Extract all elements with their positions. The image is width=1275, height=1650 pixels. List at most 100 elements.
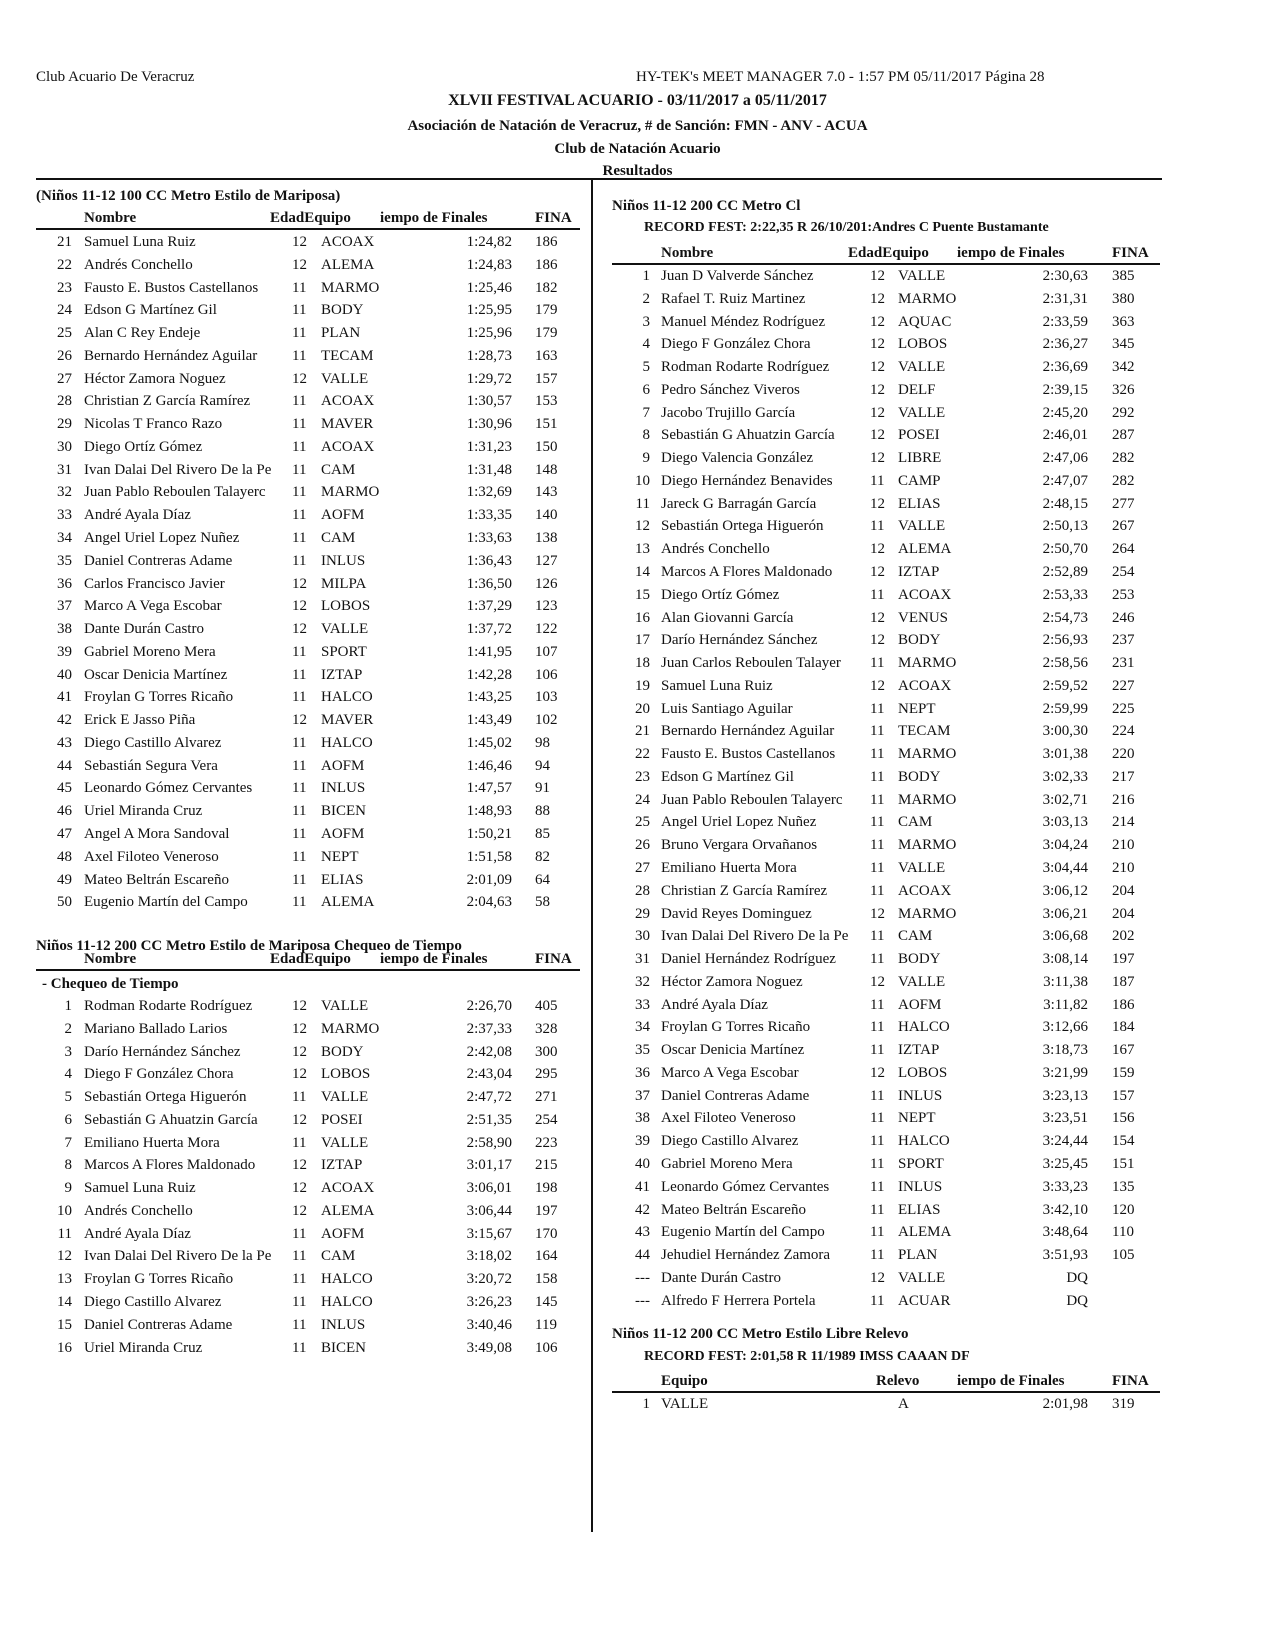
place: 42 bbox=[57, 712, 72, 729]
age: 12 bbox=[292, 1180, 307, 1197]
swimmer-name: Leonardo Gómez Cervantes bbox=[84, 780, 253, 797]
swimmer-name: Froylan G Torres Ricaño bbox=[84, 689, 234, 706]
fina-points: 186 bbox=[1112, 996, 1135, 1013]
team: INLUS bbox=[321, 552, 366, 569]
fina-points: 151 bbox=[535, 416, 558, 433]
place: 37 bbox=[635, 1087, 650, 1104]
place: 50 bbox=[57, 894, 72, 911]
swimmer-name: Axel Filoteo Veneroso bbox=[84, 848, 219, 865]
column-header-age-team: EdadEquipo bbox=[270, 951, 351, 967]
final-time: 3:26,23 bbox=[466, 1294, 512, 1310]
fina-points: 198 bbox=[535, 1180, 558, 1197]
place: 42 bbox=[635, 1201, 650, 1218]
fina-points: 145 bbox=[535, 1294, 558, 1310]
team: VALLE bbox=[321, 998, 369, 1014]
swimmer-name: Andrés Conchello bbox=[84, 1202, 193, 1219]
place: 1 bbox=[64, 998, 73, 1014]
final-time: 3:06,01 bbox=[466, 1180, 512, 1197]
final-time: 3:00,30 bbox=[1042, 723, 1088, 740]
fina-points: 254 bbox=[1112, 564, 1135, 580]
column-header-name: Nombre bbox=[661, 245, 714, 261]
final-time: DQ bbox=[1066, 1292, 1088, 1309]
team: MILPA bbox=[321, 575, 367, 592]
final-time: 1:25,96 bbox=[466, 325, 512, 342]
age: 12 bbox=[870, 359, 885, 376]
team: AOFM bbox=[321, 1225, 365, 1242]
swimmer-name: Marcos A Flores Maldonado bbox=[661, 564, 833, 580]
swimmer-name: Rafael T. Ruiz Martinez bbox=[661, 290, 806, 307]
final-time: 3:06,21 bbox=[1042, 905, 1088, 922]
place: 2 bbox=[64, 1020, 73, 1037]
final-time: 1:29,72 bbox=[466, 370, 512, 387]
team: BODY bbox=[898, 632, 941, 649]
swimmer-name: Eugenio Martín del Campo bbox=[661, 1224, 825, 1241]
age: 11 bbox=[870, 1110, 885, 1127]
final-time: 3:11,38 bbox=[1043, 973, 1088, 990]
swimmer-name: Froylan G Torres Ricaño bbox=[661, 1019, 811, 1036]
age: 11 bbox=[870, 791, 885, 808]
final-time: 3:11,82 bbox=[1043, 996, 1088, 1013]
swimmer-name: Alfredo F Herrera Portela bbox=[661, 1292, 816, 1309]
age: 12 bbox=[870, 541, 885, 558]
team: NEPT bbox=[898, 1110, 936, 1127]
swimmer-name: Ivan Dalai Del Rivero De la Pe bbox=[84, 1248, 272, 1265]
team: BICEN bbox=[321, 803, 366, 820]
team: POSEI bbox=[898, 427, 940, 444]
place: 25 bbox=[57, 325, 72, 342]
team: VALLE bbox=[321, 621, 369, 638]
team: BODY bbox=[898, 768, 941, 785]
record-line: RECORD FEST: 2:01,58 R 11/1989 IMSS CAAA… bbox=[644, 1349, 970, 1364]
place: 46 bbox=[57, 803, 72, 820]
swimmer-name: Axel Filoteo Veneroso bbox=[661, 1110, 796, 1127]
final-time: 2:59,99 bbox=[1042, 700, 1088, 717]
team: CAM bbox=[898, 928, 933, 945]
fina-points: 254 bbox=[535, 1111, 558, 1128]
team: MARMO bbox=[898, 290, 957, 307]
final-time: 3:04,24 bbox=[1042, 837, 1088, 854]
final-time: 1:47,57 bbox=[466, 780, 512, 797]
final-time: 2:04,63 bbox=[466, 894, 512, 911]
fina-points: 106 bbox=[535, 1339, 558, 1356]
swimmer-name: Samuel Luna Ruiz bbox=[661, 677, 773, 694]
fina-points: 287 bbox=[1112, 427, 1135, 444]
place: 18 bbox=[635, 655, 650, 672]
final-time: 1:42,28 bbox=[466, 666, 512, 683]
place: 15 bbox=[635, 586, 650, 603]
team: LIBRE bbox=[898, 450, 942, 467]
age: 12 bbox=[292, 1157, 307, 1174]
team: ACOAX bbox=[321, 438, 375, 455]
final-time: 3:18,02 bbox=[466, 1248, 512, 1265]
swimmer-name: Sebastián Segura Vera bbox=[84, 757, 218, 774]
age: 11 bbox=[870, 860, 885, 877]
fina-points: 91 bbox=[535, 780, 550, 797]
age: 12 bbox=[870, 313, 885, 330]
age: 11 bbox=[292, 302, 307, 319]
age: 12 bbox=[292, 1020, 307, 1037]
final-time: 2:47,72 bbox=[466, 1089, 512, 1106]
team: MAVER bbox=[321, 416, 374, 433]
team: LOBOS bbox=[321, 1066, 371, 1083]
fina-points: 105 bbox=[1112, 1247, 1135, 1264]
team: PLAN bbox=[321, 325, 361, 342]
club-name: Club Acuario De Veracruz bbox=[36, 69, 195, 85]
swimmer-name: Juan Pablo Reboulen Talayerc bbox=[661, 791, 843, 808]
place: 8 bbox=[642, 427, 651, 444]
place: 5 bbox=[642, 359, 651, 376]
team: ALEMA bbox=[321, 256, 375, 273]
swimmer-name: Fausto E. Bustos Castellanos bbox=[661, 746, 836, 763]
age: 11 bbox=[292, 279, 307, 296]
swimmer-name: Bernardo Hernández Aguilar bbox=[84, 347, 258, 364]
age: 11 bbox=[292, 325, 307, 342]
swimmer-name: David Reyes Dominguez bbox=[661, 905, 812, 922]
team: IZTAP bbox=[321, 666, 363, 683]
age: 11 bbox=[870, 472, 885, 489]
place: 31 bbox=[635, 951, 650, 968]
team: VALLE bbox=[321, 370, 369, 387]
team: VALLE bbox=[898, 518, 946, 535]
swimmer-name: Uriel Miranda Cruz bbox=[84, 1339, 203, 1356]
swimmer-name: Diego Hernández Benavides bbox=[661, 472, 833, 489]
swimmer-name: Oscar Denicia Martínez bbox=[84, 666, 228, 683]
age: 11 bbox=[292, 757, 307, 774]
fina-points: 148 bbox=[535, 461, 558, 478]
fina-points: 119 bbox=[535, 1316, 557, 1333]
